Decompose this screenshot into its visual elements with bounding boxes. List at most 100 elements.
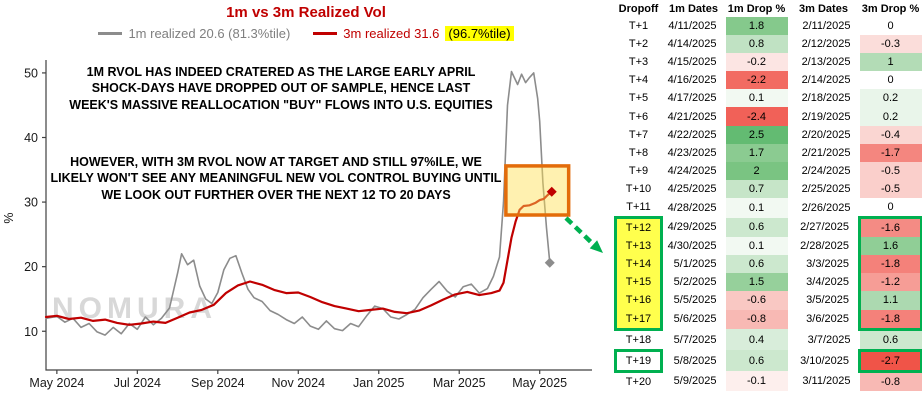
1m-date-cell: 4/30/2025	[667, 240, 717, 253]
dropoff-cell: T+2	[628, 38, 649, 51]
dropoff-cell: T+16	[614, 291, 663, 310]
x-tick-label: May 2024	[29, 376, 84, 390]
1m-drop-cell: 1.8	[725, 17, 788, 36]
1m-date-cell: 5/5/2025	[673, 294, 717, 307]
3m-drop-cell: -1.7	[859, 143, 922, 162]
1m-drop-cell: 0.6	[725, 255, 788, 274]
legend-label-1m: 1m realized 20.6 (81.3%tile)	[128, 26, 291, 41]
table-row-T+16: T+16 5/5/2025 -0.6 3/5/2025 1.1	[614, 291, 922, 310]
1m-date-cell: 5/9/2025	[673, 375, 717, 388]
series-1m-marker-icon	[544, 257, 555, 268]
3m-drop-cell: -1.8	[858, 309, 922, 331]
1m-date-cell: 4/28/2025	[667, 201, 717, 214]
y-tick-label: 30	[24, 196, 38, 210]
dropoff-cell: T+10	[625, 182, 652, 195]
3m-date-cell: 3/3/2025	[806, 258, 849, 271]
table-row-T+18: T+18 5/7/2025 0.4 3/7/2025 0.6	[616, 329, 922, 351]
table-row-T+20: T+20 5/9/2025 -0.1 3/11/2025 -0.8	[616, 371, 922, 391]
1m-drop-cell: 0.1	[725, 237, 788, 256]
3m-drop-cell: 0	[859, 197, 922, 218]
y-tick-label: 20	[24, 260, 38, 274]
1m-date-cell: 4/25/2025	[667, 182, 717, 195]
table-row-T+17: T+17 5/6/2025 -0.8 3/6/2025 -1.8	[614, 309, 922, 331]
3m-date-cell: 3/7/2025	[807, 333, 851, 346]
1m-date-cell: 4/11/2025	[668, 20, 717, 33]
1m-drop-cell: 1.7	[725, 143, 788, 162]
1m-date-cell: 4/24/2025	[667, 164, 717, 177]
1m-date-cell: 4/23/2025	[667, 146, 717, 159]
3m-drop-cell: -0.4	[859, 125, 922, 144]
col-header-1m-dates: 1m Dates	[669, 2, 718, 15]
3m-drop-cell: -1.8	[858, 255, 922, 274]
dropoff-cell: T+8	[628, 146, 649, 159]
1m-drop-cell: 0.4	[725, 329, 788, 351]
3m-drop-cell: 0.6	[859, 329, 922, 351]
dropoff-cell: T+15	[614, 273, 663, 292]
annotation-1m-rvol-note: 1M RVOL HAS INDEED CRATERED AS THE LARGE…	[69, 65, 493, 112]
1m-drop-cell: 0.1	[725, 197, 788, 218]
1m-date-cell: 5/8/2025	[673, 354, 717, 367]
3m-date-cell: 2/27/2025	[800, 221, 849, 234]
3m-date-cell: 2/13/2025	[801, 56, 851, 69]
1m-drop-cell: -2.2	[725, 71, 788, 90]
3m-date-cell: 2/24/2025	[801, 164, 851, 177]
table-header-row: Dropoff 1m Dates 1m Drop % 3m Dates 3m Drop …	[616, 0, 922, 17]
dropoff-cell: T+14	[614, 255, 663, 274]
series-3m-marker-icon	[546, 186, 557, 197]
series-1m-line	[45, 70, 551, 336]
1m-date-cell: 5/2/2025	[673, 276, 717, 289]
table-row-T+15: T+15 5/2/2025 1.5 3/4/2025 -1.2	[614, 273, 922, 292]
col-header-3m-drop-pct: 3m Drop %	[861, 2, 920, 15]
1m-drop-cell: 0.7	[725, 179, 788, 198]
3m-drop-cell: 1.1	[858, 291, 922, 310]
3m-date-cell: 3/10/2025	[800, 354, 849, 367]
table-row-T+5: T+5 4/17/2025 0.1 2/18/2025 0.2	[616, 89, 922, 108]
1m-drop-cell: -0.8	[725, 309, 788, 330]
3m-date-cell: 3/5/2025	[806, 294, 849, 307]
dropoff-cell: T+18	[625, 333, 652, 346]
col-header-dropoff: Dropoff	[618, 2, 659, 15]
x-tick-label: May 2025	[512, 376, 567, 390]
3m-drop-cell: 0.2	[859, 107, 922, 126]
1m-date-cell: 4/14/2025	[667, 38, 717, 51]
col-header-1m-drop-pct: 1m Drop %	[727, 2, 786, 15]
table-row-T+3: T+3 4/15/2025 -0.2 2/13/2025 1	[616, 53, 922, 72]
legend-label-3m: 3m realized 31.6	[343, 26, 440, 41]
1m-drop-cell: 0.1	[725, 89, 788, 108]
1m-date-cell: 4/29/2025	[667, 221, 717, 234]
3m-date-cell: 2/12/2025	[801, 38, 851, 51]
dropoff-cell: T+5	[628, 92, 649, 105]
1m-drop-cell: 1.5	[725, 273, 788, 292]
dropoff-cell: T+11	[626, 200, 651, 213]
1m-drop-cell: 0.8	[725, 35, 788, 54]
chart-legend: 1m realized 20.6 (81.3%tile) 3m realized…	[0, 26, 612, 41]
3m-date-cell: 2/19/2025	[801, 110, 851, 123]
x-tick-label: Sep 2024	[191, 376, 245, 390]
3m-date-cell: 3/6/2025	[806, 313, 849, 326]
table-row-T+19: T+19 5/8/2025 0.6 3/10/2025 -2.7	[614, 348, 922, 373]
trend-arrow-head-icon	[589, 240, 603, 253]
y-axis-label: %	[2, 212, 16, 223]
3m-date-cell: 2/20/2025	[801, 128, 851, 141]
1m-date-cell: 4/22/2025	[667, 128, 717, 141]
col-header-3m-dates: 3m Dates	[799, 2, 848, 15]
x-tick-label: Nov 2024	[272, 376, 326, 390]
3m-drop-cell: 1	[859, 53, 922, 72]
1m-date-cell: 4/15/2025	[667, 56, 717, 69]
3m-date-cell: 2/28/2025	[800, 240, 849, 253]
3m-drop-cell: -0.5	[859, 161, 922, 180]
1m-date-cell: 4/21/2025	[667, 110, 717, 123]
table-row-T+9: T+9 4/24/2025 2 2/24/2025 -0.5	[616, 161, 922, 180]
table-row-T+6: T+6 4/21/2025 -2.4 2/19/2025 0.2	[616, 107, 922, 126]
y-tick-label: 10	[24, 325, 38, 339]
table-row-T+1: T+1 4/11/2025 1.8 2/11/2025 0	[616, 17, 922, 36]
y-tick-label: 40	[24, 131, 38, 145]
chart-title: 1m vs 3m Realized Vol	[226, 4, 386, 21]
3m-date-cell: 2/21/2025	[801, 146, 851, 159]
dropoff-cell: T+13	[614, 237, 663, 256]
3m-date-cell: 2/14/2025	[801, 74, 851, 87]
dropoff-cell: T+9	[628, 164, 649, 177]
dropoff-table: Dropoff 1m Dates 1m Drop % 3m Dates 3m Drop …	[614, 0, 922, 391]
table-row-T+13: T+13 4/30/2025 0.1 2/28/2025 1.6	[614, 237, 922, 256]
